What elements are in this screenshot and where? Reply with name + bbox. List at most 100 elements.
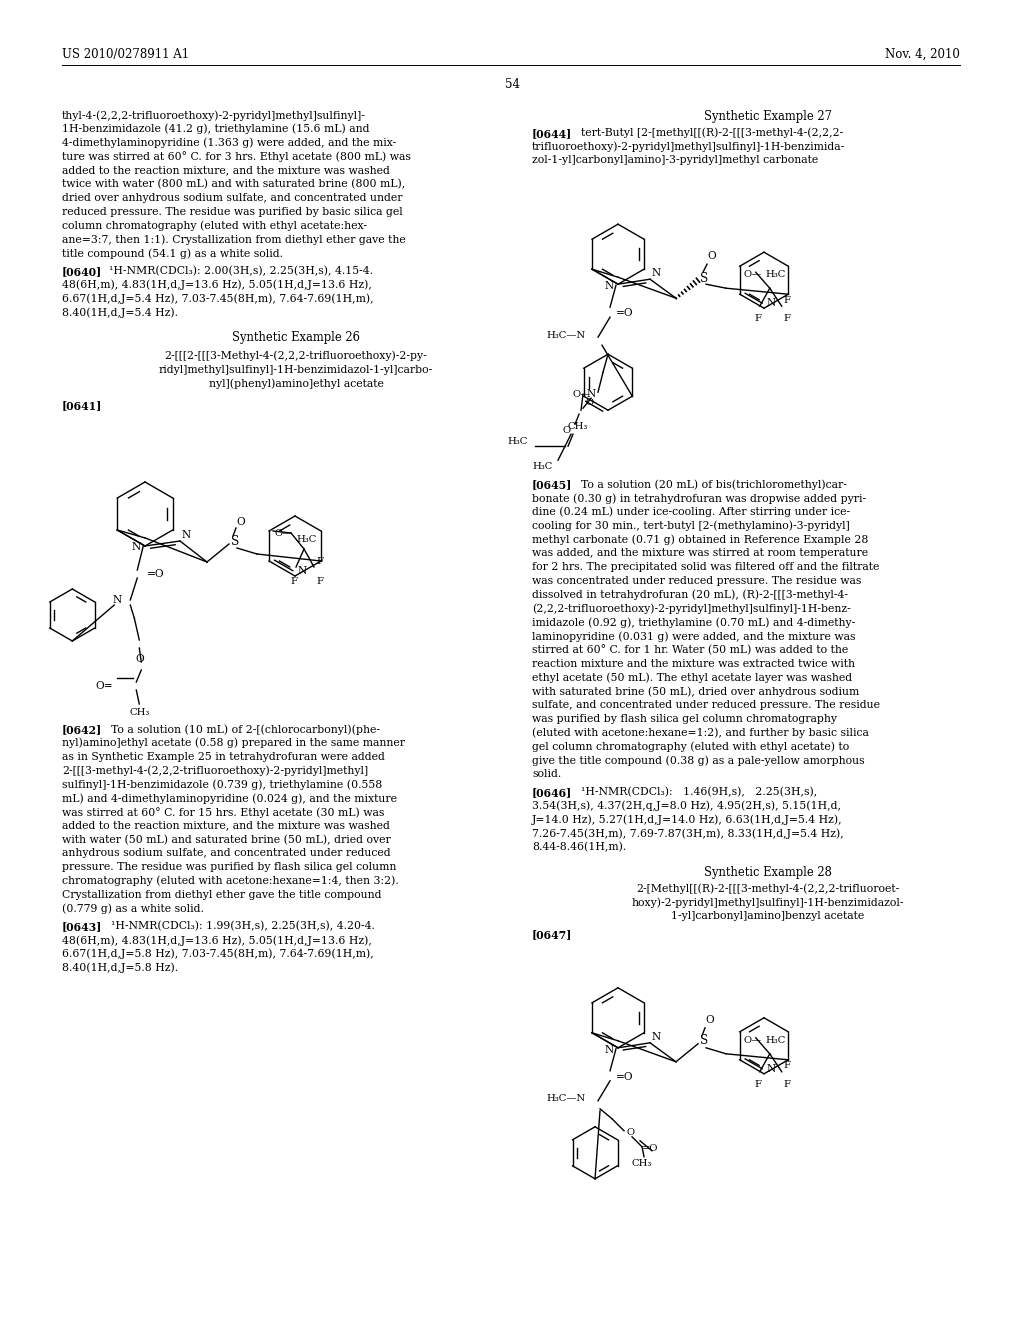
- Text: anhydrous sodium sulfate, and concentrated under reduced: anhydrous sodium sulfate, and concentrat…: [62, 849, 390, 858]
- Text: sulfate, and concentrated under reduced pressure. The residue: sulfate, and concentrated under reduced …: [532, 700, 880, 710]
- Text: title compound (54.1 g) as a white solid.: title compound (54.1 g) as a white solid…: [62, 248, 283, 259]
- Text: =O: =O: [616, 1072, 634, 1082]
- Text: CH₃: CH₃: [632, 1159, 652, 1168]
- Text: F: F: [755, 1080, 761, 1089]
- Text: F: F: [783, 296, 791, 305]
- Text: ¹H-NMR(CDCl₃): 1.99(3H,s), 2.25(3H,s), 4.20-4.: ¹H-NMR(CDCl₃): 1.99(3H,s), 2.25(3H,s), 4…: [104, 921, 375, 932]
- Text: [0642]: [0642]: [62, 723, 102, 735]
- Text: F: F: [783, 314, 791, 323]
- Text: N: N: [605, 281, 614, 292]
- Text: imidazole (0.92 g), triethylamine (0.70 mL) and 4-dimethy-: imidazole (0.92 g), triethylamine (0.70 …: [532, 618, 855, 628]
- Text: ane=3:7, then 1:1). Crystallization from diethyl ether gave the: ane=3:7, then 1:1). Crystallization from…: [62, 234, 406, 244]
- Text: 2-[Methyl[[(R)-2-[[[3-methyl-4-(2,2,2-trifluoroet-: 2-[Methyl[[(R)-2-[[[3-methyl-4-(2,2,2-tr…: [636, 883, 900, 894]
- Text: =O: =O: [642, 1144, 658, 1154]
- Text: O: O: [707, 251, 716, 261]
- Text: S: S: [231, 535, 240, 548]
- Text: 8.40(1H,d,J=5.8 Hz).: 8.40(1H,d,J=5.8 Hz).: [62, 962, 178, 973]
- Text: 7.26-7.45(3H,m), 7.69-7.87(3H,m), 8.33(1H,d,J=5.4 Hz),: 7.26-7.45(3H,m), 7.69-7.87(3H,m), 8.33(1…: [532, 828, 844, 838]
- Text: N: N: [298, 566, 307, 576]
- Text: 1-yl]carbonyl]amino]benzyl acetate: 1-yl]carbonyl]amino]benzyl acetate: [672, 911, 864, 921]
- Text: H₃C—N: H₃C—N: [547, 331, 586, 339]
- Text: 2-[[[3-methyl-4-(2,2,2-trifluoroethoxy)-2-pyridyl]methyl]: 2-[[[3-methyl-4-(2,2,2-trifluoroethoxy)-…: [62, 766, 368, 776]
- Text: O: O: [563, 425, 571, 434]
- Text: mL) and 4-dimethylaminopyridine (0.024 g), and the mixture: mL) and 4-dimethylaminopyridine (0.024 g…: [62, 793, 397, 804]
- Text: chromatography (eluted with acetone:hexane=1:4, then 3:2).: chromatography (eluted with acetone:hexa…: [62, 875, 398, 886]
- Text: (0.779 g) as a white solid.: (0.779 g) as a white solid.: [62, 903, 204, 913]
- Text: as in Synthetic Example 25 in tetrahydrofuran were added: as in Synthetic Example 25 in tetrahydro…: [62, 751, 385, 762]
- Text: CH₃: CH₃: [129, 708, 150, 717]
- Text: 48(6H,m), 4.83(1H,d,J=13.6 Hz), 5.05(1H,d,J=13.6 Hz),: 48(6H,m), 4.83(1H,d,J=13.6 Hz), 5.05(1H,…: [62, 280, 372, 290]
- Text: F: F: [783, 1080, 791, 1089]
- Text: was stirred at 60° C. for 15 hrs. Ethyl acetate (30 mL) was: was stirred at 60° C. for 15 hrs. Ethyl …: [62, 807, 384, 817]
- Text: 6.67(1H,d,J=5.4 Hz), 7.03-7.45(8H,m), 7.64-7.69(1H,m),: 6.67(1H,d,J=5.4 Hz), 7.03-7.45(8H,m), 7.…: [62, 293, 374, 304]
- Text: Synthetic Example 28: Synthetic Example 28: [705, 866, 831, 879]
- Text: ridyl]methyl]sulfinyl]-1H-benzimidazol-1-yl]carbo-: ridyl]methyl]sulfinyl]-1H-benzimidazol-1…: [159, 364, 433, 375]
- Text: F: F: [316, 577, 323, 586]
- Text: 2-[[[2-[[[3-Methyl-4-(2,2,2-trifluoroethoxy)-2-py-: 2-[[[2-[[[3-Methyl-4-(2,2,2-trifluoroeth…: [165, 351, 427, 362]
- Text: stirred at 60° C. for 1 hr. Water (50 mL) was added to the: stirred at 60° C. for 1 hr. Water (50 mL…: [532, 644, 848, 656]
- Text: gel column chromatography (eluted with ethyl acetate) to: gel column chromatography (eluted with e…: [532, 742, 849, 752]
- Text: H₃C: H₃C: [532, 462, 553, 471]
- Text: N: N: [767, 1064, 776, 1073]
- Text: H₃C: H₃C: [297, 535, 317, 544]
- Text: J=14.0 Hz), 5.27(1H,d,J=14.0 Hz), 6.63(1H,d,J=5.4 Hz),: J=14.0 Hz), 5.27(1H,d,J=14.0 Hz), 6.63(1…: [532, 814, 843, 825]
- Text: =O: =O: [616, 308, 634, 318]
- Text: laminopyridine (0.031 g) were added, and the mixture was: laminopyridine (0.031 g) were added, and…: [532, 631, 855, 642]
- Text: O: O: [626, 1129, 634, 1138]
- Text: 3.54(3H,s), 4.37(2H,q,J=8.0 Hz), 4.95(2H,s), 5.15(1H,d,: 3.54(3H,s), 4.37(2H,q,J=8.0 Hz), 4.95(2H…: [532, 801, 841, 812]
- Text: =O: =O: [147, 569, 165, 579]
- Text: O: O: [135, 653, 143, 664]
- Text: with water (50 mL) and saturated brine (50 mL), dried over: with water (50 mL) and saturated brine (…: [62, 834, 391, 845]
- Text: with saturated brine (50 mL), dried over anhydrous sodium: with saturated brine (50 mL), dried over…: [532, 686, 859, 697]
- Text: [0644]: [0644]: [532, 128, 572, 139]
- Text: CH₃: CH₃: [567, 421, 588, 430]
- Text: nyl](phenyl)amino]ethyl acetate: nyl](phenyl)amino]ethyl acetate: [209, 379, 383, 389]
- Text: US 2010/0278911 A1: US 2010/0278911 A1: [62, 48, 189, 61]
- Text: 6.67(1H,d,J=5.8 Hz), 7.03-7.45(8H,m), 7.64-7.69(1H,m),: 6.67(1H,d,J=5.8 Hz), 7.03-7.45(8H,m), 7.…: [62, 949, 374, 960]
- Text: dried over anhydrous sodium sulfate, and concentrated under: dried over anhydrous sodium sulfate, and…: [62, 193, 402, 203]
- Text: [0640]: [0640]: [62, 265, 102, 277]
- Text: 8.40(1H,d,J=5.4 Hz).: 8.40(1H,d,J=5.4 Hz).: [62, 308, 178, 318]
- Text: F: F: [316, 557, 323, 565]
- Text: added to the reaction mixture, and the mixture was washed: added to the reaction mixture, and the m…: [62, 821, 390, 830]
- Text: (eluted with acetone:hexane=1:2), and further by basic silica: (eluted with acetone:hexane=1:2), and fu…: [532, 727, 869, 738]
- Text: ture was stirred at 60° C. for 3 hrs. Ethyl acetate (800 mL) was: ture was stirred at 60° C. for 3 hrs. Et…: [62, 152, 411, 162]
- Text: O—: O—: [743, 271, 762, 280]
- Text: O: O: [705, 1015, 714, 1024]
- Text: ¹H-NMR(CDCl₃): 2.00(3H,s), 2.25(3H,s), 4.15-4.: ¹H-NMR(CDCl₃): 2.00(3H,s), 2.25(3H,s), 4…: [102, 265, 373, 276]
- Text: [0646]: [0646]: [532, 787, 572, 797]
- Text: ¹H-NMR(CDCl₃):   1.46(9H,s),   2.25(3H,s),: ¹H-NMR(CDCl₃): 1.46(9H,s), 2.25(3H,s),: [574, 787, 817, 797]
- Text: H₃C: H₃C: [766, 1036, 786, 1045]
- Text: zol-1-yl]carbonyl]amino]-3-pyridyl]methyl carbonate: zol-1-yl]carbonyl]amino]-3-pyridyl]methy…: [532, 156, 818, 165]
- Text: N: N: [132, 543, 141, 552]
- Text: O—: O—: [743, 1036, 762, 1045]
- Text: [0645]: [0645]: [532, 479, 572, 490]
- Text: for 2 hrs. The precipitated solid was filtered off and the filtrate: for 2 hrs. The precipitated solid was fi…: [532, 562, 880, 572]
- Text: N: N: [767, 298, 776, 308]
- Text: thyl-4-(2,2,2-trifluoroethoxy)-2-pyridyl]methyl]sulfinyl]-: thyl-4-(2,2,2-trifluoroethoxy)-2-pyridyl…: [62, 110, 366, 120]
- Text: methyl carbonate (0.71 g) obtained in Reference Example 28: methyl carbonate (0.71 g) obtained in Re…: [532, 535, 868, 545]
- Text: F: F: [291, 577, 298, 586]
- Text: Synthetic Example 27: Synthetic Example 27: [705, 110, 831, 123]
- Text: O—: O—: [572, 389, 591, 399]
- Text: H₃C: H₃C: [766, 271, 786, 280]
- Text: sulfinyl]-1H-benzimidazole (0.739 g), triethylamine (0.558: sulfinyl]-1H-benzimidazole (0.739 g), tr…: [62, 779, 382, 789]
- Text: To a solution (20 mL) of bis(trichloromethyl)car-: To a solution (20 mL) of bis(trichlorome…: [574, 479, 847, 490]
- Text: [0647]: [0647]: [532, 929, 572, 940]
- Text: column chromatography (eluted with ethyl acetate:hex-: column chromatography (eluted with ethyl…: [62, 220, 367, 231]
- Text: was added, and the mixture was stirred at room temperature: was added, and the mixture was stirred a…: [532, 548, 868, 558]
- Text: pressure. The residue was purified by flash silica gel column: pressure. The residue was purified by fl…: [62, 862, 396, 873]
- Text: O: O: [585, 397, 593, 407]
- Text: Nov. 4, 2010: Nov. 4, 2010: [885, 48, 961, 61]
- Text: F: F: [755, 314, 761, 323]
- Text: S: S: [700, 272, 709, 285]
- Text: dine (0.24 mL) under ice-cooling. After stirring under ice-: dine (0.24 mL) under ice-cooling. After …: [532, 507, 850, 517]
- Text: bonate (0.30 g) in tetrahydrofuran was dropwise added pyri-: bonate (0.30 g) in tetrahydrofuran was d…: [532, 492, 866, 503]
- Text: cooling for 30 min., tert-butyl [2-(methylamino)-3-pyridyl]: cooling for 30 min., tert-butyl [2-(meth…: [532, 520, 850, 531]
- Text: 1H-benzimidazole (41.2 g), triethylamine (15.6 mL) and: 1H-benzimidazole (41.2 g), triethylamine…: [62, 124, 370, 135]
- Text: O—: O—: [274, 528, 292, 537]
- Text: N: N: [652, 268, 662, 279]
- Text: N: N: [587, 389, 596, 399]
- Text: H₃C—N: H₃C—N: [547, 1094, 586, 1104]
- Text: solid.: solid.: [532, 770, 561, 779]
